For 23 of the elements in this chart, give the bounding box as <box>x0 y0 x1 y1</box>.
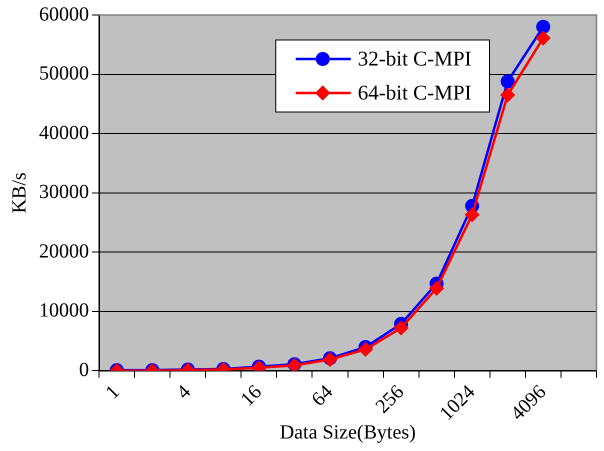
y-tick-label: 40000 <box>39 122 89 144</box>
x-tick-label: 4 <box>172 380 196 404</box>
x-axis-title: Data Size(Bytes) <box>280 421 416 444</box>
point <box>464 207 480 222</box>
point <box>536 20 550 34</box>
point <box>429 280 444 296</box>
x-tick-label: 256 <box>372 380 408 418</box>
y-tick-label: 60000 <box>39 3 89 26</box>
point <box>500 88 516 103</box>
point <box>394 320 409 336</box>
point <box>536 30 551 46</box>
x-tick-label: 64 <box>308 380 338 411</box>
y-tick-label: 0 <box>79 358 89 381</box>
y-axis-title: KB/s <box>8 172 30 214</box>
legend-label: 64-bit C-MPI <box>358 80 472 105</box>
legend-label: 32-bit C-MPI <box>358 46 472 71</box>
x-tick-label: 1 <box>101 380 124 404</box>
y-tick-label: 30000 <box>39 181 89 204</box>
x-tick-label: 16 <box>236 380 266 411</box>
point <box>500 74 515 88</box>
y-tick-label: 50000 <box>39 62 89 85</box>
y-tick-label: 20000 <box>39 240 89 262</box>
y-tick-label: 10000 <box>39 300 89 322</box>
